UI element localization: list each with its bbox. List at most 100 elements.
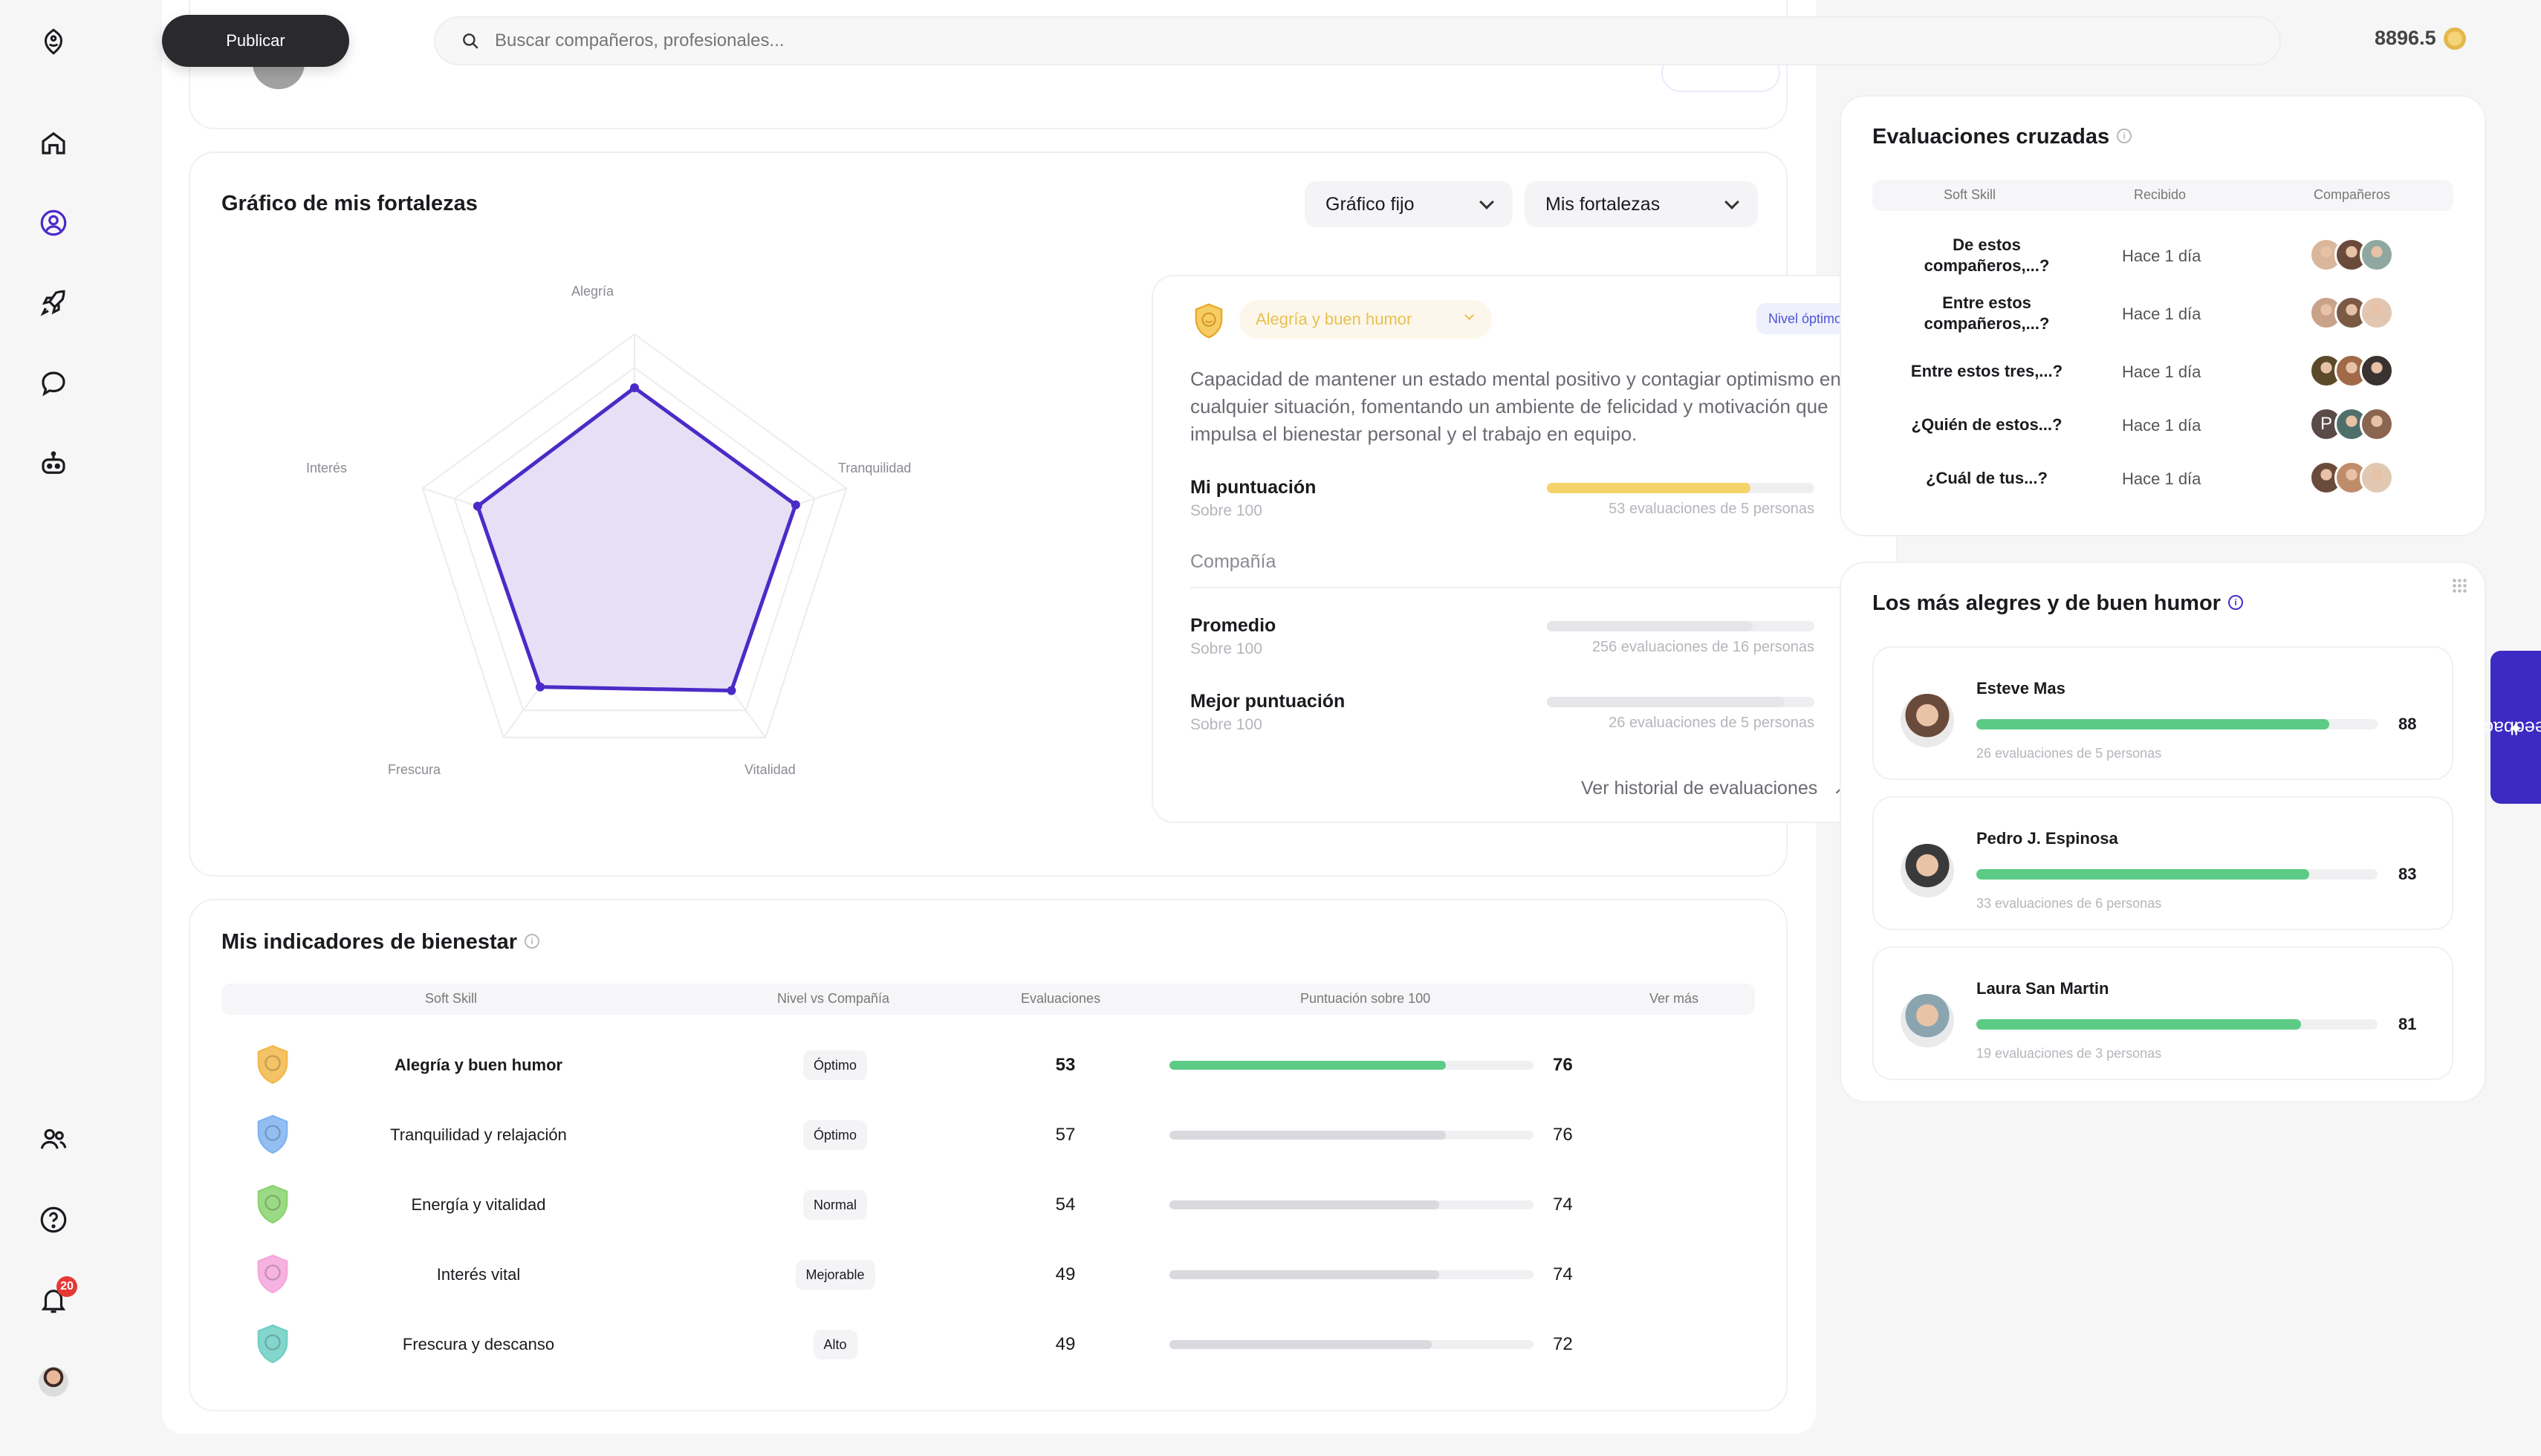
rocket-icon[interactable] [33,282,74,324]
happiest-card: Los más alegres y de buen humor i Esteve … [1840,562,2486,1102]
chat-icon[interactable] [33,363,74,404]
peer-avatars[interactable] [2309,296,2394,330]
table-row-score-bar-fill [1169,1270,1439,1279]
average-evaluations: 256 evaluaciones de 16 personas [1591,639,1814,655]
info-icon[interactable]: i [2117,129,2132,144]
strengths-title: Gráfico de mis fortalezas [221,192,478,215]
person-name: Laura San Martin [1976,979,2109,998]
avatar [1901,844,1954,897]
cross-evaluations-card: Evaluaciones cruzadas i Soft Skill Recibi… [1840,95,2486,536]
table-row-level-badge: Óptimo [803,1120,868,1150]
leaderboard-item[interactable]: Pedro J. Espinosa 83 33 evaluaciones de 6 … [1872,796,2453,930]
best-score-label: Mejor puntuación [1190,691,1346,712]
person-score-bar [1976,719,2378,729]
feedback-tab[interactable]: ✦ Feedback [2475,651,2541,804]
skill-selector[interactable]: Alegría y buen humor [1239,300,1492,339]
table-row-level-badge: Normal [803,1190,868,1220]
my-score-bar-fill [1547,483,1750,493]
skill-shield-icon [257,1044,288,1085]
leaderboard-item[interactable]: Esteve Mas 88 26 evaluaciones de 5 persona… [1872,646,2453,780]
main-content: Gráfico de mis fortalezas Gráfico fijo M… [162,0,1898,1434]
cross-received-time: Hace 1 día [2122,469,2201,488]
person-score: 88 [2398,715,2417,733]
chart-mode-value: Gráfico fijo [1325,193,1415,215]
people-icon[interactable] [33,1119,74,1160]
radar-axis-label-alegria: Alegría [571,284,614,299]
info-icon[interactable]: i [2227,595,2243,611]
search-icon [463,33,478,49]
table-row-skill: Energía y vitalidad [411,1195,546,1214]
cross-question[interactable]: ¿Cuál de tus...? [1926,469,2048,487]
radar-data-point[interactable] [791,500,800,510]
radar-series-shape [476,386,798,693]
radar-grid-ring [453,366,816,712]
cross-table-header [1872,180,2453,211]
wellbeing-title-text: Mis indicadores de bienestar [221,930,518,954]
app-logo-icon[interactable] [33,21,74,62]
table-row-skill: Alegría y buen humor [394,1056,563,1074]
table-row-score: 76 [1553,1055,1573,1075]
profile-icon[interactable] [33,202,74,244]
skill-shield-icon [257,1184,288,1224]
view-value: Mis fortalezas [1545,193,1661,215]
table-row-score-bar [1169,1131,1534,1140]
avatar [1901,694,1954,747]
help-icon[interactable] [33,1199,74,1241]
leaderboard-item[interactable]: Laura San Martin 81 19 evaluaciones de 3 p… [1872,946,2453,1080]
cross-question[interactable]: De estos compañeros,...? [1924,235,2050,275]
person-evaluations: 33 evaluaciones de 6 personas [1976,896,2162,911]
radar-data-point[interactable] [727,686,736,695]
search-bar[interactable] [434,16,2281,65]
cross-received-time: Hace 1 día [2122,305,2201,323]
divider [1190,587,1863,588]
peer-avatars[interactable] [2309,354,2394,388]
cross-question[interactable]: Entre estos compañeros,...? [1924,293,2050,333]
cross-question[interactable]: Entre estos tres,...? [1910,362,2063,380]
person-name: Pedro J. Espinosa [1976,829,2118,848]
evaluation-history-link[interactable]: Ver historial de evaluaciones ↗ [1581,777,1849,799]
view-dropdown[interactable]: Mis fortalezas [1525,181,1758,227]
cross-question[interactable]: ¿Quién de estos...? [1911,415,2063,434]
bot-icon[interactable] [33,443,74,484]
avatar [2360,461,2394,495]
publish-button[interactable]: Publicar [162,15,349,67]
peer-avatars[interactable] [2309,461,2394,495]
my-score-sublabel: Sobre 100 [1190,502,1262,519]
radar-axis-label-interes: Interés [306,461,348,475]
avatar [1901,994,1954,1047]
notifications-bell-icon[interactable]: 20 [33,1276,77,1321]
company-section-label: Compañía [1190,551,1276,572]
table-row-score-bar [1169,1200,1534,1209]
table-row-evaluations: 49 [1055,1264,1076,1284]
radar-data-point[interactable] [473,501,482,511]
cross-evaluations-title: Evaluaciones cruzadas i [1872,125,2132,149]
table-row-score: 74 [1553,1195,1573,1215]
joy-shield-icon [1195,303,1223,339]
side-navigation: 20 [0,0,107,1456]
drag-handle-icon[interactable] [2452,578,2467,593]
radar-axis-label-vitalidad: Vitalidad [744,762,796,777]
happiest-title-text: Los más alegres y de buen humor [1872,591,2221,615]
my-score-evaluations: 53 evaluaciones de 5 personas [1609,501,1814,517]
table-row-evaluations: 49 [1055,1334,1076,1354]
info-icon[interactable]: i [525,934,540,949]
person-score-bar-fill [1976,719,2330,729]
home-icon[interactable] [33,122,74,163]
peer-avatars[interactable]: P [2309,407,2394,441]
coin-balance[interactable]: 8896.5 [2375,27,2466,50]
avatar [2360,407,2394,441]
user-avatar[interactable] [39,1367,68,1397]
radar-data-point[interactable] [630,383,639,392]
cross-evaluations-title-text: Evaluaciones cruzadas [1872,125,2110,149]
peer-avatars[interactable] [2309,238,2394,272]
table-row-score-bar-fill [1169,1200,1439,1209]
table-row-level-badge: Mejorable [795,1260,875,1290]
column-header-score: Puntuación sobre 100 [1300,991,1431,1006]
avatar [2360,238,2394,272]
table-row-score-bar [1169,1340,1534,1349]
search-input[interactable] [495,30,1832,51]
table-row-score: 72 [1553,1334,1573,1354]
radar-data-point[interactable] [536,682,545,692]
wellbeing-title: Mis indicadores de bienestar i [221,930,540,955]
chart-mode-dropdown[interactable]: Gráfico fijo [1305,181,1513,227]
